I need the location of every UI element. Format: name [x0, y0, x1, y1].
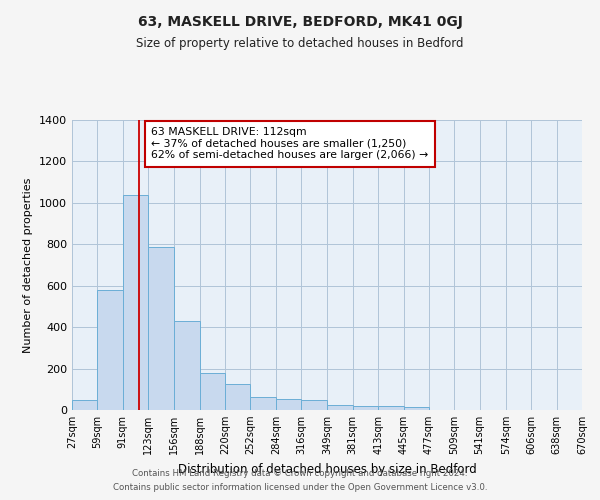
Bar: [97, 290, 123, 410]
Bar: [378, 406, 404, 410]
Bar: [148, 248, 175, 410]
Bar: [123, 194, 148, 410]
Bar: [225, 384, 250, 410]
Bar: [404, 407, 429, 410]
X-axis label: Distribution of detached houses by size in Bedford: Distribution of detached houses by size …: [178, 462, 476, 475]
Text: 63, MASKELL DRIVE, BEDFORD, MK41 0GJ: 63, MASKELL DRIVE, BEDFORD, MK41 0GJ: [137, 15, 463, 29]
Text: Contains public sector information licensed under the Open Government Licence v3: Contains public sector information licen…: [113, 484, 487, 492]
Bar: [276, 398, 301, 410]
Bar: [72, 400, 97, 410]
Bar: [328, 405, 353, 410]
Bar: [250, 396, 276, 410]
Text: 63 MASKELL DRIVE: 112sqm
← 37% of detached houses are smaller (1,250)
62% of sem: 63 MASKELL DRIVE: 112sqm ← 37% of detach…: [151, 127, 428, 160]
Bar: [301, 400, 328, 410]
Text: Size of property relative to detached houses in Bedford: Size of property relative to detached ho…: [136, 38, 464, 51]
Y-axis label: Number of detached properties: Number of detached properties: [23, 178, 34, 352]
Bar: [353, 406, 378, 410]
Text: Contains HM Land Registry data © Crown copyright and database right 2024.: Contains HM Land Registry data © Crown c…: [132, 468, 468, 477]
Bar: [200, 372, 225, 410]
Bar: [175, 322, 200, 410]
